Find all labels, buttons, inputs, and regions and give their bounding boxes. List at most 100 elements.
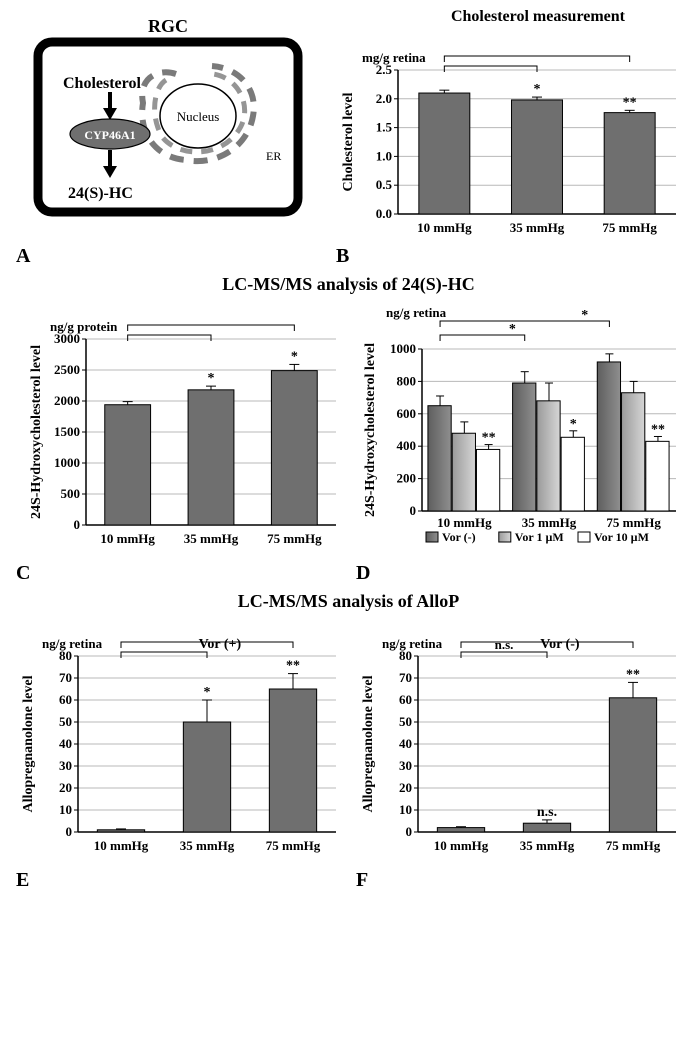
panel-f: 01020304050607080ng/g retinaAllopregnano… — [348, 612, 688, 892]
svg-text:**: ** — [286, 659, 300, 674]
output-label: 24(S)-HC — [68, 185, 133, 202]
svg-text:1.0: 1.0 — [376, 148, 392, 163]
panel-b: Cholesterol measurement 0.00.51.01.52.02… — [328, 8, 688, 268]
svg-text:*: * — [509, 322, 516, 337]
svg-text:ng/g retina: ng/g retina — [386, 305, 447, 320]
svg-text:75 mmHg: 75 mmHg — [606, 838, 661, 853]
cholesterol-label: Cholesterol — [63, 75, 141, 92]
enzyme-label: CYP46A1 — [84, 128, 135, 142]
svg-text:*: * — [534, 82, 541, 97]
svg-text:35 mmHg: 35 mmHg — [184, 531, 239, 546]
svg-text:mg/g retina: mg/g retina — [362, 50, 426, 65]
svg-text:ng/g retina: ng/g retina — [42, 636, 103, 651]
svg-text:10 mmHg: 10 mmHg — [94, 838, 149, 853]
svg-text:n.s.: n.s. — [537, 805, 557, 820]
svg-text:ng/g protein: ng/g protein — [50, 319, 118, 334]
svg-text:*: * — [204, 685, 211, 700]
svg-text:70: 70 — [59, 670, 72, 685]
nucleus-label: Nucleus — [177, 109, 220, 124]
svg-text:70: 70 — [399, 670, 412, 685]
svg-text:1.5: 1.5 — [376, 120, 393, 135]
svg-text:1000: 1000 — [54, 455, 80, 470]
chart-b: 0.00.51.01.52.02.5mg/g retinaCholesterol… — [328, 26, 688, 244]
svg-text:2000: 2000 — [54, 393, 80, 408]
panel-d-label: D — [356, 562, 370, 585]
svg-text:n.s.: n.s. — [495, 637, 514, 652]
svg-text:0: 0 — [74, 517, 81, 532]
svg-text:10: 10 — [399, 802, 412, 817]
panel-b-label: B — [336, 245, 349, 268]
panel-c-label: C — [16, 562, 30, 585]
arrow-down-icon — [103, 92, 117, 120]
svg-text:500: 500 — [61, 486, 81, 501]
svg-text:ng/g retina: ng/g retina — [382, 636, 443, 651]
svg-text:35 mmHg: 35 mmHg — [180, 838, 235, 853]
svg-text:Allopregnanolone level: Allopregnanolone level — [21, 675, 36, 812]
svg-text:Vor (+): Vor (+) — [199, 637, 242, 652]
svg-text:2500: 2500 — [54, 362, 80, 377]
panel-a-title: RGC — [148, 16, 188, 36]
panel-f-label: F — [356, 869, 368, 892]
svg-text:75 mmHg: 75 mmHg — [606, 515, 661, 530]
svg-text:*: * — [570, 417, 577, 432]
svg-text:Vor 1 µM: Vor 1 µM — [515, 530, 564, 544]
chart-c: 050010001500200025003000ng/g protein24S-… — [8, 295, 348, 555]
svg-text:24S-Hydroxycholesterol level: 24S-Hydroxycholesterol level — [29, 345, 44, 519]
svg-text:10 mmHg: 10 mmHg — [434, 838, 489, 853]
chart-f: 01020304050607080ng/g retinaAllopregnano… — [348, 612, 688, 862]
svg-text:35 mmHg: 35 mmHg — [510, 220, 565, 235]
svg-text:*: * — [208, 371, 215, 386]
svg-text:24S-Hydroxycholesterol level: 24S-Hydroxycholesterol level — [363, 343, 378, 517]
svg-text:**: ** — [482, 431, 496, 446]
svg-text:**: ** — [623, 95, 637, 110]
svg-text:600: 600 — [397, 406, 417, 421]
svg-text:35 mmHg: 35 mmHg — [522, 515, 577, 530]
svg-text:Allopregnanolone level: Allopregnanolone level — [361, 675, 376, 812]
section-cd-title: LC-MS/MS analysis of 24(S)-HC — [8, 274, 689, 295]
svg-text:40: 40 — [399, 736, 412, 751]
svg-text:75 mmHg: 75 mmHg — [266, 838, 321, 853]
chart-d: 0 200 400 600 800 1000 ng/g retina 24S-Hydroxyc… — [348, 295, 688, 555]
panel-e: 01020304050607080ng/g retinaAllopregnano… — [8, 612, 348, 892]
svg-text:Vor (-): Vor (-) — [442, 530, 476, 544]
er-label: ER — [266, 149, 281, 163]
svg-text:30: 30 — [399, 758, 412, 773]
panel-e-label: E — [16, 869, 29, 892]
svg-text:0: 0 — [66, 824, 73, 839]
figure: RGC Nucleus ER Cholesterol CYP46A1 — [8, 8, 689, 892]
svg-text:10 mmHg: 10 mmHg — [417, 220, 472, 235]
svg-text:*: * — [291, 349, 298, 364]
section-ef-title: LC-MS/MS analysis of AlloP — [8, 591, 689, 612]
svg-text:Vor (-): Vor (-) — [540, 637, 580, 652]
svg-text:10 mmHg: 10 mmHg — [437, 515, 492, 530]
svg-text:60: 60 — [59, 692, 72, 707]
svg-text:40: 40 — [59, 736, 72, 751]
svg-text:0.0: 0.0 — [376, 206, 392, 221]
svg-text:200: 200 — [397, 471, 417, 486]
svg-text:20: 20 — [399, 780, 412, 795]
chart-e: 01020304050607080ng/g retinaAllopregnano… — [8, 612, 348, 862]
svg-text:Cholesterol level: Cholesterol level — [341, 92, 356, 191]
svg-text:0: 0 — [406, 824, 413, 839]
svg-text:400: 400 — [397, 438, 417, 453]
panel-b-title: Cholesterol measurement — [388, 8, 688, 26]
svg-text:0: 0 — [410, 503, 417, 518]
svg-text:**: ** — [651, 422, 665, 437]
svg-text:20: 20 — [59, 780, 72, 795]
svg-text:Vor 10 µM: Vor 10 µM — [594, 530, 649, 544]
svg-text:1500: 1500 — [54, 424, 80, 439]
svg-text:75 mmHg: 75 mmHg — [602, 220, 657, 235]
svg-text:800: 800 — [397, 373, 417, 388]
panel-c: 050010001500200025003000ng/g protein24S-… — [8, 295, 348, 585]
svg-text:0.5: 0.5 — [376, 177, 393, 192]
svg-text:**: ** — [626, 667, 640, 682]
svg-text:60: 60 — [399, 692, 412, 707]
panel-a: RGC Nucleus ER Cholesterol CYP46A1 — [8, 8, 328, 268]
svg-text:*: * — [581, 308, 588, 323]
svg-text:10 mmHg: 10 mmHg — [100, 531, 155, 546]
panel-a-label: A — [16, 245, 30, 268]
svg-text:2.0: 2.0 — [376, 91, 392, 106]
svg-text:10: 10 — [59, 802, 72, 817]
svg-text:50: 50 — [59, 714, 72, 729]
svg-text:1000: 1000 — [390, 341, 416, 356]
